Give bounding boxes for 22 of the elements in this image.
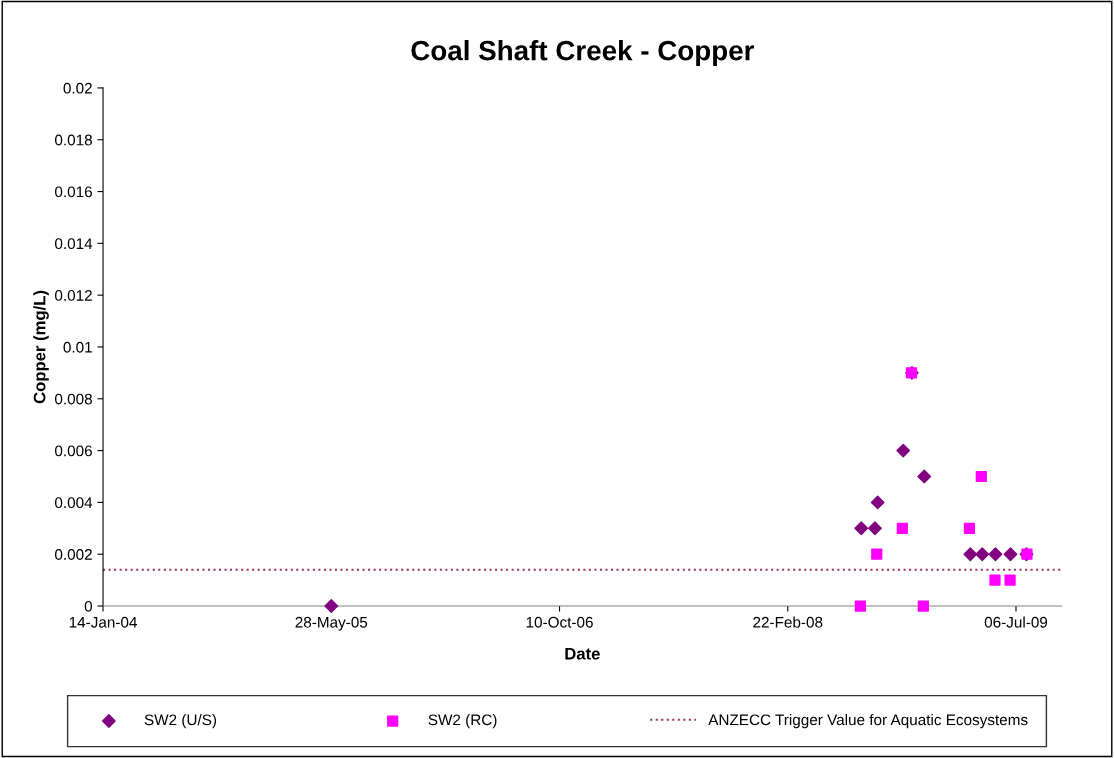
x-axis-title: Date xyxy=(565,647,600,660)
y-axis-title: Copper (mg/L) xyxy=(33,290,49,404)
legend-label: ANZECC Trigger Value for Aquatic Ecosystems xyxy=(708,714,1028,729)
y-tick-label: 0.01 xyxy=(63,341,92,353)
y-tick-label: 0.002 xyxy=(55,549,92,560)
x-tick-label: 28-May-05 xyxy=(295,616,368,631)
chart-title: Coal Shaft Creek - Copper xyxy=(411,40,755,66)
x-tick-label: 06-Jul-09 xyxy=(984,616,1048,628)
x-tick-label: 22-Feb-08 xyxy=(753,616,823,628)
y-tick-label: 0.006 xyxy=(55,445,92,457)
y-tick-label: 0.02 xyxy=(63,82,92,94)
legend-label: SW2 (U/S) xyxy=(144,714,217,729)
y-tick-label: 0.008 xyxy=(55,393,92,405)
y-tick-label: 0.012 xyxy=(55,290,92,301)
y-tick-label: 0.004 xyxy=(55,497,93,509)
x-tick-label: 14-Jan-04 xyxy=(69,616,137,628)
y-tick-label: 0.018 xyxy=(55,134,92,146)
x-tick-label: 10-Oct-06 xyxy=(526,616,593,628)
legend-label: SW2 (RC) xyxy=(428,714,497,729)
y-tick-label: 0.016 xyxy=(55,186,92,198)
y-tick-label: 0.014 xyxy=(55,238,93,250)
y-tick-label: 0 xyxy=(84,600,93,612)
